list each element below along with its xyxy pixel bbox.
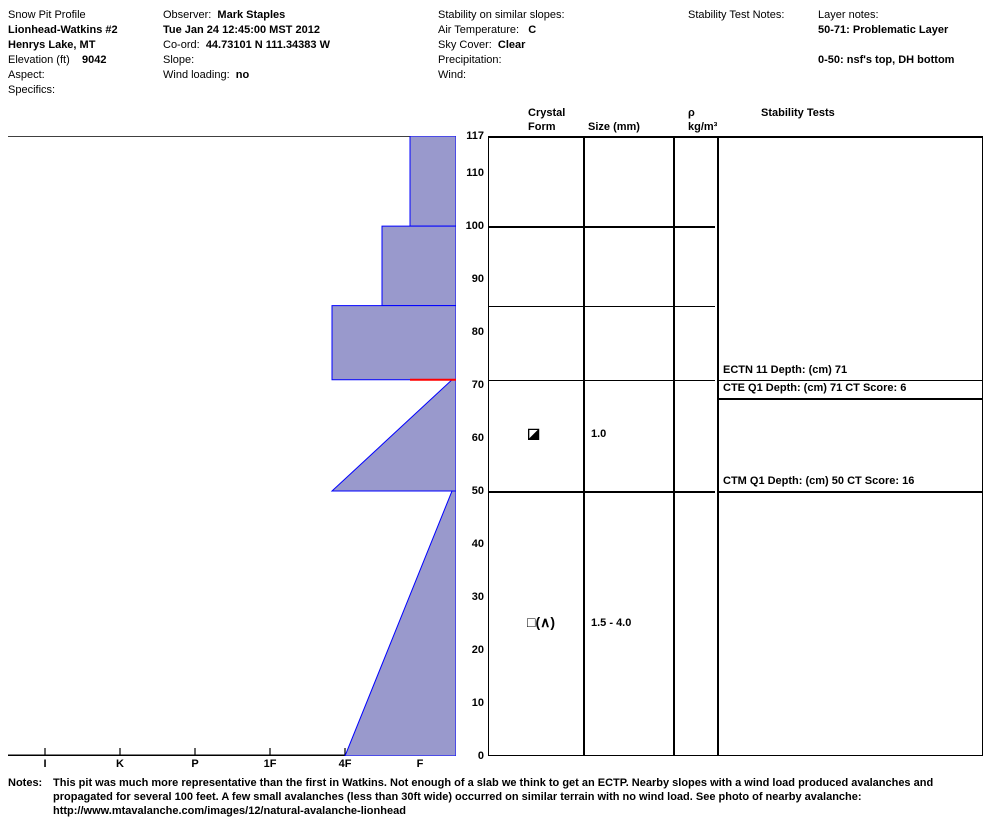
header-col-3: Stability on similar slopes: Air Tempera… [438, 8, 688, 98]
air-temp-row: Air Temperature: C [438, 23, 668, 38]
depth-tick: 50 [472, 485, 484, 497]
elevation-row: Elevation (ft) 9042 [8, 53, 143, 68]
rho-unit: kg/m³ [688, 120, 717, 134]
depth-tick: 110 [466, 167, 484, 179]
rho-header: ρ kg/m³ [688, 106, 717, 134]
wind-loading-label: Wind loading: [163, 69, 230, 81]
form-label: Form [528, 120, 565, 134]
stability-slopes-label: Stability on similar slopes: [438, 8, 668, 23]
notes-section: Notes: This pit was much more representa… [8, 776, 986, 818]
depth-tick: 70 [472, 379, 484, 391]
crystal-size: 1.0 [591, 428, 606, 440]
crystal-size: 1.5 - 4.0 [591, 617, 631, 629]
wind-loading-row: Wind loading: no [163, 68, 418, 83]
depth-tick: 30 [472, 591, 484, 603]
wind-label: Wind: [438, 68, 668, 83]
sky-cover-label: Sky Cover: [438, 39, 492, 51]
depth-tick: 80 [472, 326, 484, 338]
snow-pit-profile-label: Snow Pit Profile [8, 8, 143, 23]
depth-tick: 117 [466, 130, 484, 142]
air-temp-label: Air Temperature: [438, 24, 519, 36]
crystal-header: Crystal Form [528, 106, 565, 134]
coord-value: 44.73101 N 111.34383 W [206, 39, 330, 51]
header-col-1: Snow Pit Profile Lionhead-Watkins #2 Hen… [8, 8, 163, 98]
size-header: Size (mm) [588, 120, 640, 134]
rho-symbol: ρ [688, 106, 717, 120]
precipitation-label: Precipitation: [438, 53, 668, 68]
hardness-label: I [43, 758, 46, 770]
elevation-value: 9042 [82, 54, 106, 66]
header-col-2: Observer: Mark Staples Tue Jan 24 12:45:… [163, 8, 438, 98]
depth-tick: 40 [472, 538, 484, 550]
stability-test-result: CTM Q1 Depth: (cm) 50 CT Score: 16 [723, 475, 914, 487]
coord-row: Co-ord: 44.73101 N 111.34383 W [163, 38, 418, 53]
depth-axis: 1171101009080706050403020100 [456, 136, 488, 756]
observer-row: Observer: Mark Staples [163, 8, 418, 23]
column-headers: Crystal Form Size (mm) ρ kg/m³ Stability… [8, 106, 986, 136]
specifics-label: Specifics: [8, 83, 143, 98]
hardness-label: K [116, 758, 124, 770]
depth-tick: 10 [472, 697, 484, 709]
depth-tick: 60 [472, 432, 484, 444]
elevation-label: Elevation (ft) [8, 54, 70, 66]
pit-name: Lionhead-Watkins #2 [8, 23, 143, 38]
header-col-4: Stability Test Notes: [688, 8, 818, 98]
stability-test-result: CTE Q1 Depth: (cm) 71 CT Score: 6 [723, 382, 906, 394]
aspect-label: Aspect: [8, 68, 143, 83]
hardness-label: 4F [339, 758, 352, 770]
notes-label: Notes: [8, 776, 53, 818]
crystal-label: Crystal [528, 106, 565, 120]
sky-cover-row: Sky Cover: Clear [438, 38, 668, 53]
crystal-form: ◪ [527, 425, 540, 442]
layer-note-2: 0-50: nsf's top, DH bottom [818, 53, 963, 68]
depth-tick: 0 [478, 750, 484, 762]
depth-tick: 100 [466, 220, 484, 232]
coord-label: Co-ord: [163, 39, 200, 51]
snow-layers-table: ◪ 1.0 □(∧) 1.5 - 4.0 ECTN 11 Depth: (cm) 71 C… [488, 136, 983, 756]
stability-test-result: ECTN 11 Depth: (cm) 71 [723, 364, 847, 376]
observer-value: Mark Staples [217, 9, 285, 21]
location-name: Henrys Lake, MT [8, 38, 143, 53]
hardness-label: 1F [264, 758, 277, 770]
layer-notes-label: Layer notes: [818, 8, 963, 23]
sky-cover-value: Clear [498, 39, 526, 51]
hardness-label: F [417, 758, 424, 770]
wind-loading-value: no [236, 69, 249, 81]
layer-note-1: 50-71: Problematic Layer [818, 23, 963, 38]
header-col-5: Layer notes: 50-71: Problematic Layer 0-… [818, 8, 983, 98]
depth-tick: 90 [472, 273, 484, 285]
main-chart-area: IKP1F4FF 1171101009080706050403020100 ◪1… [8, 136, 986, 756]
stability-test-notes-label: Stability Test Notes: [688, 8, 798, 23]
header: Snow Pit Profile Lionhead-Watkins #2 Hen… [8, 8, 986, 98]
stability-tests-header: Stability Tests [761, 106, 835, 120]
slope-label: Slope: [163, 53, 418, 68]
depth-tick: 20 [472, 644, 484, 656]
hardness-label: P [191, 758, 198, 770]
crystal-form: □(∧) [527, 614, 555, 631]
notes-body: This pit was much more representative th… [53, 776, 986, 818]
air-temp-unit: C [528, 24, 536, 36]
hardness-plot: IKP1F4FF [8, 136, 456, 756]
observer-label: Observer: [163, 9, 211, 21]
date-value: Tue Jan 24 12:45:00 MST 2012 [163, 23, 418, 38]
